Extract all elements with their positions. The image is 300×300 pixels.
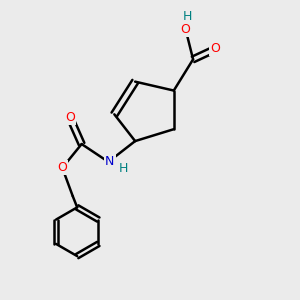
Text: O: O xyxy=(57,161,67,174)
Text: N: N xyxy=(105,155,115,168)
Text: H: H xyxy=(182,10,192,23)
Text: O: O xyxy=(65,111,75,124)
Text: O: O xyxy=(211,42,220,56)
Text: H: H xyxy=(119,162,128,175)
Text: O: O xyxy=(181,23,190,36)
